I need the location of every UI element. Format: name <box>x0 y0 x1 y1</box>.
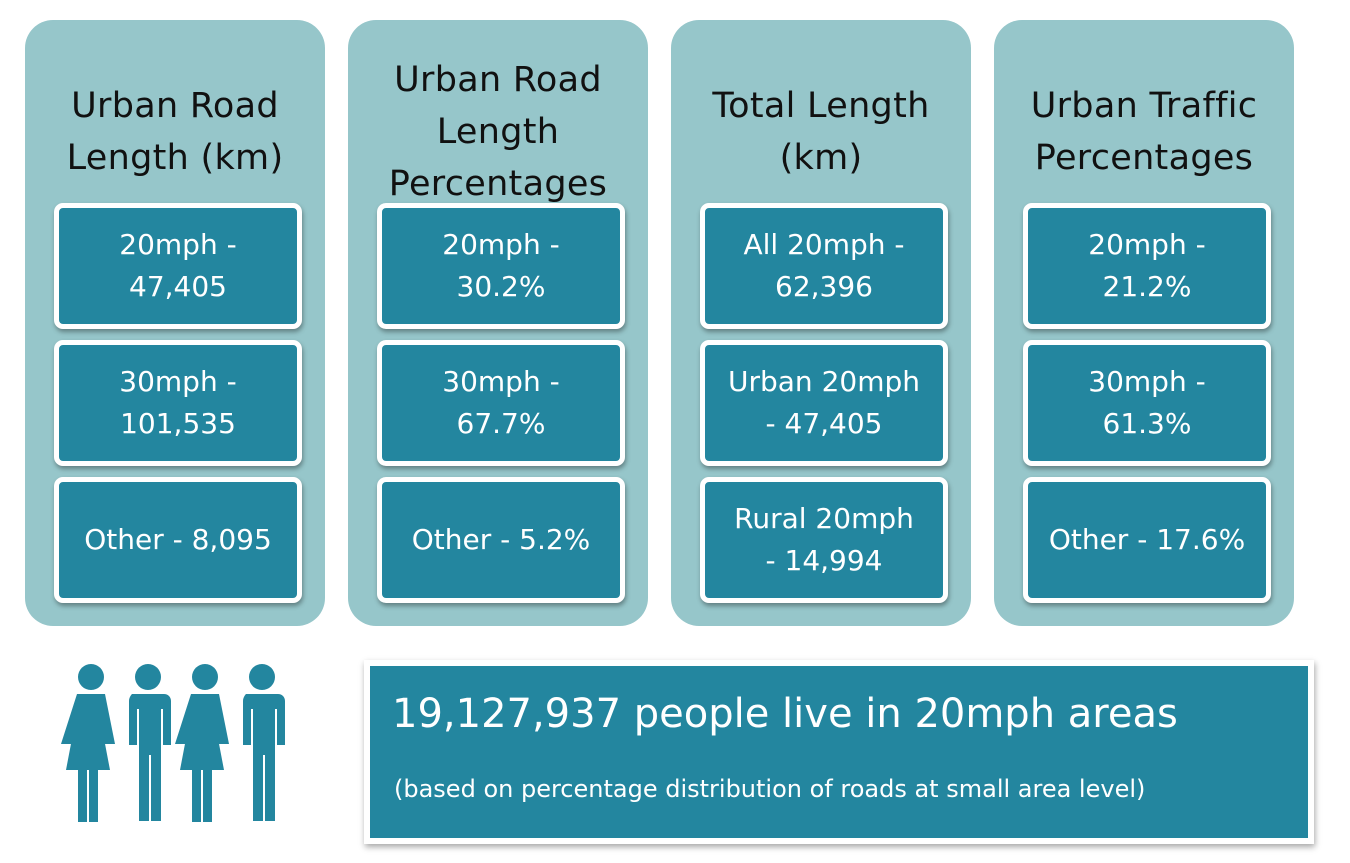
panel-urban-traffic-percentages: Urban Traffic Percentages 20mph - 21.2% … <box>994 20 1294 626</box>
stat-line: 61.3% <box>1102 407 1192 440</box>
stat-line: 21.2% <box>1102 270 1192 303</box>
population-headline: 19,127,937 people live in 20mph areas <box>392 691 1178 737</box>
panel-title-line: Urban Traffic <box>1030 86 1258 126</box>
stat-line: All 20mph - <box>743 228 905 261</box>
stat-line: 20mph - <box>119 228 237 261</box>
stat-line: 67.7% <box>456 407 546 440</box>
stat-line: - 14,994 <box>765 544 883 577</box>
stat-line: 20mph - <box>442 228 560 261</box>
panel-title-line: (km) <box>779 138 863 178</box>
panel-title-line: Percentages <box>1034 138 1254 178</box>
panel-title-line: Percentages <box>388 164 608 204</box>
population-banner: 19,127,937 people live in 20mph areas (b… <box>364 660 1314 844</box>
panel-title-line: Total Length <box>712 86 930 126</box>
panel-total-length: Total Length (km) All 20mph - 62,396 Urb… <box>671 20 971 626</box>
stat-line: - 47,405 <box>765 407 883 440</box>
population-note: (based on percentage distribution of roa… <box>394 775 1146 803</box>
stat-box-20mph: 20mph - 47,405 <box>54 203 302 329</box>
stat-line: Rural 20mph <box>734 502 914 535</box>
stat-line: 30.2% <box>456 270 546 303</box>
panel-title: Urban Road Length (km) <box>25 80 325 184</box>
panel-title: Total Length (km) <box>671 80 971 184</box>
stat-box-other: Other - 8,095 <box>54 477 302 603</box>
panel-title-line: Urban Road <box>394 60 602 100</box>
stat-line: 62,396 <box>775 270 873 303</box>
stat-line: 47,405 <box>129 270 227 303</box>
stat-line: Other - 5.2% <box>411 523 591 556</box>
stat-box-other: Other - 5.2% <box>377 477 625 603</box>
panel-title-line: Length <box>436 112 560 152</box>
group-of-people-icon <box>55 662 300 824</box>
stat-box-rural-20mph: Rural 20mph - 14,994 <box>700 477 948 603</box>
stat-line: 30mph - <box>442 365 560 398</box>
panel-urban-road-length-percentages: Urban Road Length Percentages 20mph - 30… <box>348 20 648 626</box>
panel-title: Urban Road Length Percentages <box>348 54 648 210</box>
stat-line: 20mph - <box>1088 228 1206 261</box>
stat-line: Other - 8,095 <box>84 523 272 556</box>
panel-title-line: Urban Road <box>71 86 279 126</box>
stat-box-30mph: 30mph - 67.7% <box>377 340 625 466</box>
panel-urban-road-length: Urban Road Length (km) 20mph - 47,405 30… <box>25 20 325 626</box>
stat-box-30mph: 30mph - 61.3% <box>1023 340 1271 466</box>
panel-title-line: Length (km) <box>66 138 284 178</box>
stat-box-30mph: 30mph - 101,535 <box>54 340 302 466</box>
stat-line: Other - 17.6% <box>1048 523 1246 556</box>
stat-box-20mph: 20mph - 30.2% <box>377 203 625 329</box>
stat-line: 30mph - <box>1088 365 1206 398</box>
stat-line: 101,535 <box>120 407 236 440</box>
stat-line: Urban 20mph <box>727 365 920 398</box>
stat-box-all-20mph: All 20mph - 62,396 <box>700 203 948 329</box>
stat-box-urban-20mph: Urban 20mph - 47,405 <box>700 340 948 466</box>
stat-box-other: Other - 17.6% <box>1023 477 1271 603</box>
stat-line: 30mph - <box>119 365 237 398</box>
panel-title: Urban Traffic Percentages <box>994 80 1294 184</box>
stat-box-20mph: 20mph - 21.2% <box>1023 203 1271 329</box>
